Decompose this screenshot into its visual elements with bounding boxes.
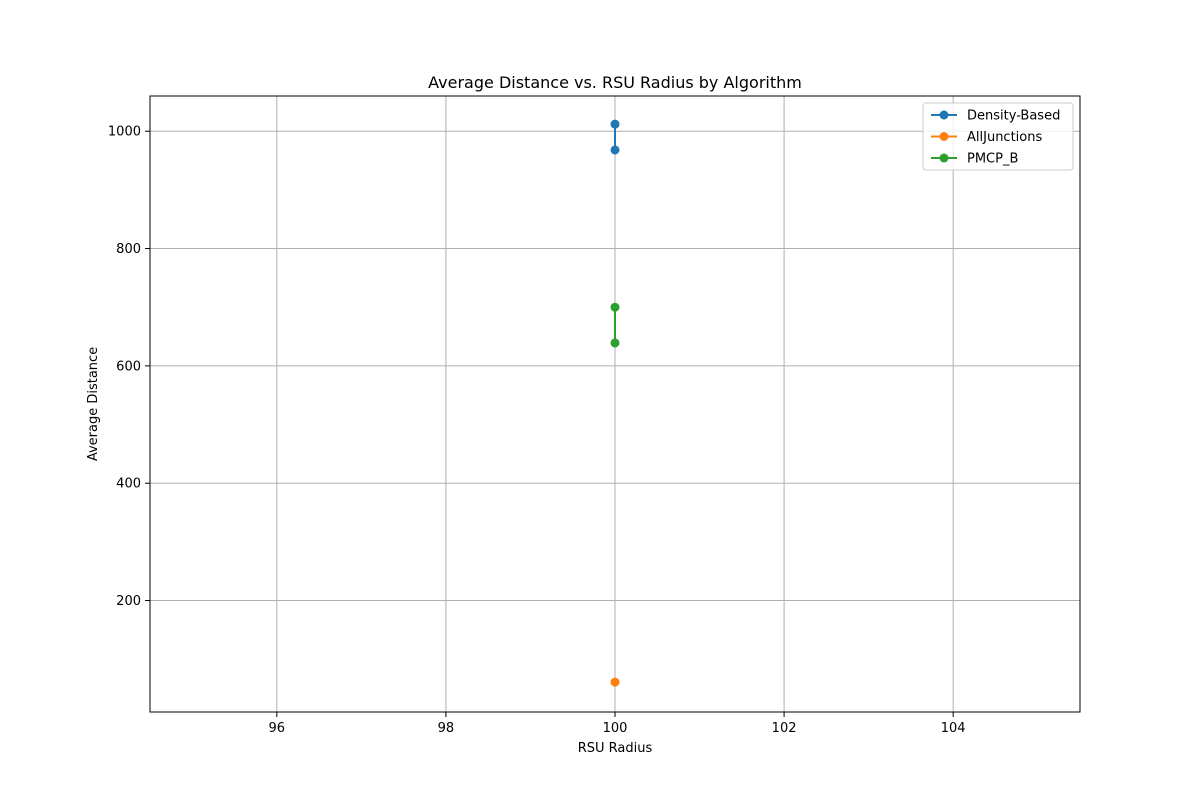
x-tick-label: 102 [772, 721, 797, 736]
y-tick-label: 200 [116, 594, 141, 609]
y-tick-label: 1000 [108, 125, 141, 140]
data-point [610, 677, 620, 687]
series-2 [610, 302, 620, 348]
data-point [610, 145, 620, 155]
x-tick-label: 100 [603, 721, 628, 736]
legend-marker [939, 132, 949, 141]
legend-item: PMCP_B [931, 152, 1018, 167]
grid [150, 96, 1080, 712]
x-axis: 96 98 100 102 104 [269, 712, 966, 736]
legend-marker [939, 110, 949, 120]
x-axis-label: RSU Radius [578, 741, 653, 756]
data-point [610, 119, 620, 129]
series-1 [610, 677, 620, 687]
data-point [610, 338, 620, 348]
x-tick-label: 96 [269, 721, 286, 736]
legend-label: PMCP_B [967, 152, 1018, 167]
data-point [610, 302, 620, 312]
legend-item: AllJunctions [931, 130, 1042, 145]
x-tick-label: 104 [941, 721, 966, 736]
y-tick-label: 800 [116, 242, 141, 257]
legend-item: Density-Based [931, 109, 1060, 124]
x-tick-label: 98 [438, 721, 455, 736]
legend-label: AllJunctions [967, 130, 1042, 145]
legend-label: Density-Based [967, 109, 1060, 124]
y-axis: 200 400 600 800 1000 [108, 125, 150, 609]
legend: Density-Based AllJunctions PMCP_B [922, 102, 1074, 171]
legend-marker [939, 153, 949, 163]
series-layer [610, 119, 620, 687]
chart-title: Average Distance vs. RSU Radius by Algor… [428, 73, 802, 92]
y-tick-label: 600 [116, 359, 141, 374]
y-tick-label: 400 [116, 477, 141, 492]
series-0 [610, 119, 620, 155]
legend-box [922, 102, 1074, 171]
y-axis-label: Average Distance [86, 347, 101, 461]
